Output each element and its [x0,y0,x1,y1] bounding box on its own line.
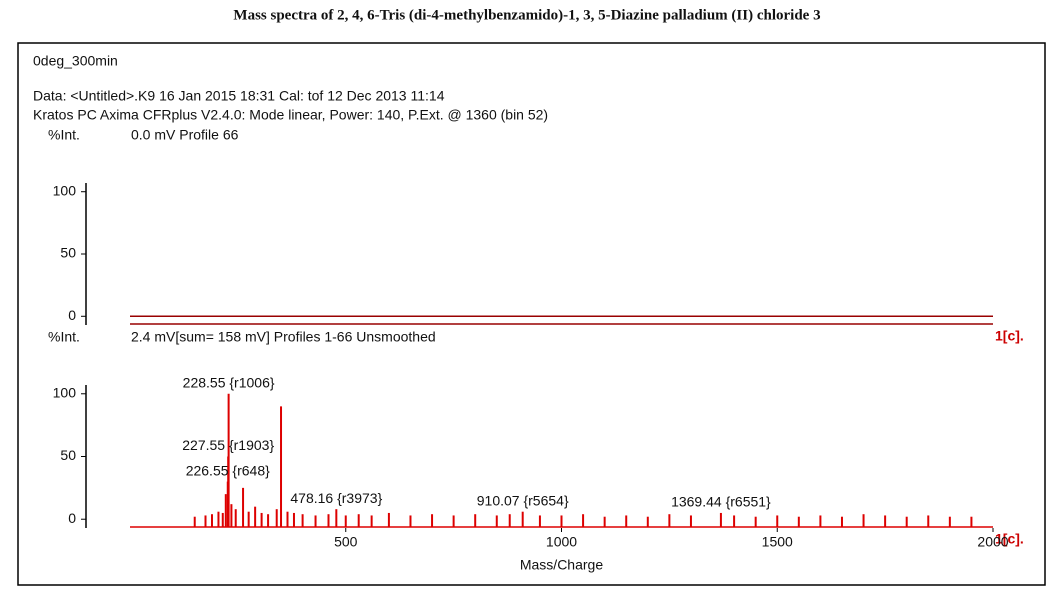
peak-label: 226.55 {r648} [186,462,270,478]
y-tick-label: 0 [68,510,76,526]
frame [17,42,1046,586]
peak-label: 1369.44 {r6551} [671,494,771,510]
panel-subtitle: 2.4 mV[sum= 158 mV] Profiles 1-66 Unsmoo… [131,329,436,345]
trace-label: 1[c]. [995,531,1024,547]
y-axis-label: %Int. [48,127,80,143]
y-tick-label: 0 [68,307,76,323]
x-tick-label: 500 [334,534,358,550]
peak-label: 478.16 {r3973} [290,490,382,506]
panel-subtitle: 0.0 mV Profile 66 [131,127,239,143]
y-tick-label: 100 [53,182,77,198]
x-tick-label: 1000 [546,534,577,550]
data-line: Data: <Untitled>.K9 16 Jan 2015 18:31 Ca… [33,88,445,104]
peak-label: 910.07 {r5654} [477,492,569,508]
y-tick-label: 50 [60,447,76,463]
peak-label: 228.55 {r1006} [183,374,275,390]
y-tick-label: 50 [60,245,76,261]
peak-label: 227.55 {r1903} [182,437,274,453]
y-axis-label: %Int. [48,329,80,345]
x-tick-label: 1500 [762,534,793,550]
x-axis-label: Mass/Charge [520,557,603,573]
x-tick-label: 2000 [977,534,1008,550]
sample-name: 0deg_300min [33,53,118,69]
y-tick-label: 100 [53,384,77,400]
trace-label: 1[c]. [995,328,1024,344]
instrument-line: Kratos PC Axima CFRplus V2.4.0: Mode lin… [33,107,548,123]
title: Mass spectra of 2, 4, 6-Tris (di-4-methy… [233,7,820,23]
